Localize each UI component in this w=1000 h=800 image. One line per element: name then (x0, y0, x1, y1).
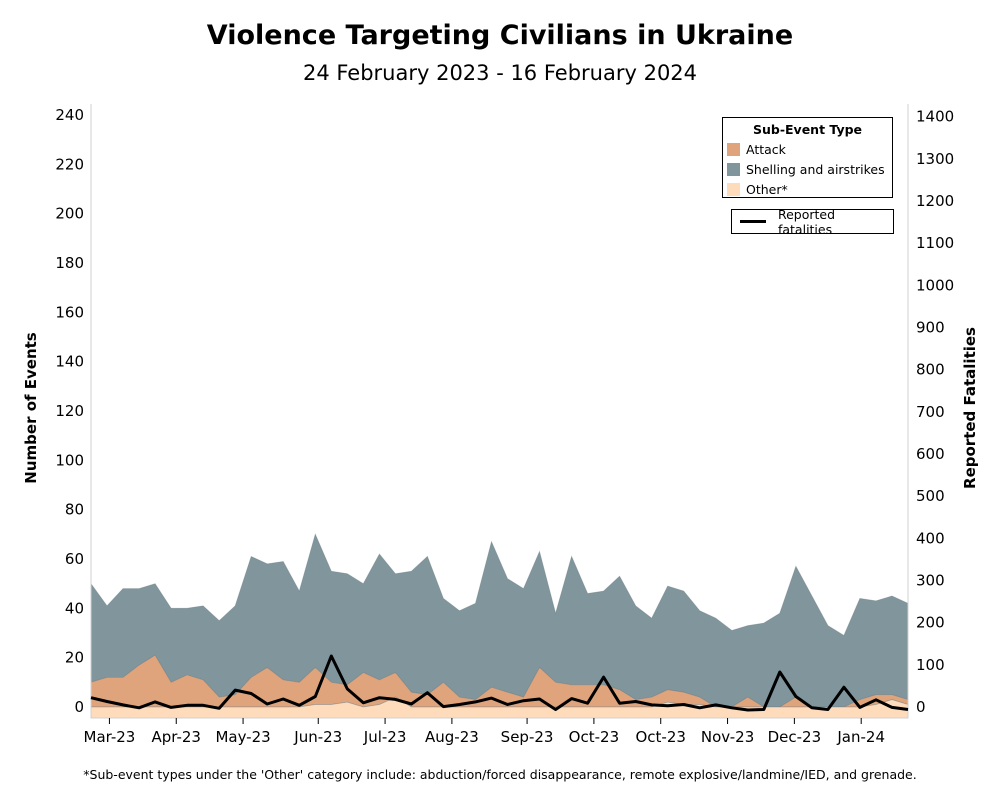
y2-tick-label: 300 (916, 571, 945, 589)
fatalities-line-layer (90, 654, 909, 712)
y2-tick-label: 1100 (916, 234, 954, 252)
y-tick-label: 40 (65, 599, 84, 617)
x-tick-label: May-23 (215, 728, 270, 746)
y2-axis-title: Reported Fatalities (961, 327, 979, 489)
y-tick-label: 120 (55, 402, 84, 420)
legend-label-other: Other* (746, 181, 788, 197)
y2-tick-label: 600 (916, 445, 945, 463)
chart-title: Violence Targeting Civilians in Ukraine (206, 20, 794, 51)
y2-tick-label: 200 (916, 614, 945, 632)
x-tick-label: Mar-23 (84, 728, 136, 746)
y2-tick-label: 500 (916, 487, 945, 505)
x-tick-label: Nov-23 (701, 728, 754, 746)
x-tick-label: Aug-23 (425, 728, 479, 746)
legend-item-attack: Attack (723, 139, 892, 159)
x-tick-label: Jun-23 (293, 728, 342, 746)
y-tick-label: 100 (55, 451, 84, 469)
y-tick-label: 180 (55, 254, 84, 272)
legend-item-shelling: Shelling and airstrikes (723, 159, 892, 179)
x-tick-label: Oct-23 (636, 728, 686, 746)
y-tick-label: 0 (74, 698, 84, 716)
y-tick-label: 80 (65, 501, 84, 519)
y2-tick-label: 1200 (916, 192, 954, 210)
x-tick-label: Sep-23 (501, 728, 554, 746)
y2-tick-label: 1000 (916, 276, 954, 294)
legend: Sub-Event Type Attack Shelling and airst… (722, 117, 893, 198)
axes-layer (90, 104, 909, 719)
legend-item-other: Other* (723, 179, 892, 199)
x-tick-label: Oct-23 (569, 728, 619, 746)
y-tick-label: 220 (55, 155, 84, 173)
y2-tick-label: 100 (916, 656, 945, 674)
y2-tick-label: 1300 (916, 150, 954, 168)
y-tick-label: 200 (55, 205, 84, 223)
fatalities-line (90, 654, 909, 712)
y-tick-label: 160 (55, 303, 84, 321)
y2-tick-label: 700 (916, 403, 945, 421)
legend-swatch-shelling (727, 162, 740, 176)
area-layer (90, 533, 909, 719)
y-tick-label: 240 (55, 106, 84, 124)
tick-labels-layer: 0 20 40 60 80 100 120 140 160 180 200 220 240 0 100 200… (55, 106, 954, 746)
fatalities-legend: Reported fatalities (731, 206, 894, 237)
y2-tick-label: 0 (916, 698, 926, 716)
y-tick-label: 20 (65, 649, 84, 667)
x-tick-label: Jan-24 (836, 728, 885, 746)
x-tick-label: Apr-23 (151, 728, 201, 746)
y2-tick-label: 800 (916, 361, 945, 379)
y-axis-title: Number of Events (22, 332, 40, 483)
y2-tick-label: 400 (916, 529, 945, 547)
legend-label-shelling: Shelling and airstrikes (746, 161, 885, 177)
chart-subtitle: 24 February 2023 - 16 February 2024 (302, 61, 698, 85)
legend-label-attack: Attack (746, 141, 786, 157)
legend-title: Sub-Event Type (752, 122, 863, 137)
legend-swatch-attack (727, 142, 740, 156)
footnote: *Sub-event types under the 'Other' categ… (83, 767, 917, 782)
x-tick-label: Dec-23 (768, 728, 822, 746)
y-tick-label: 60 (65, 550, 84, 568)
y2-tick-label: 900 (916, 318, 945, 336)
x-tick-label: Jul-23 (363, 728, 407, 746)
fatalities-legend-line (740, 220, 766, 223)
y-tick-label: 140 (55, 353, 84, 371)
legend-swatch-other (727, 182, 740, 196)
fatalities-legend-label: Reported fatalities (777, 206, 836, 237)
y2-tick-label: 1400 (916, 108, 954, 126)
